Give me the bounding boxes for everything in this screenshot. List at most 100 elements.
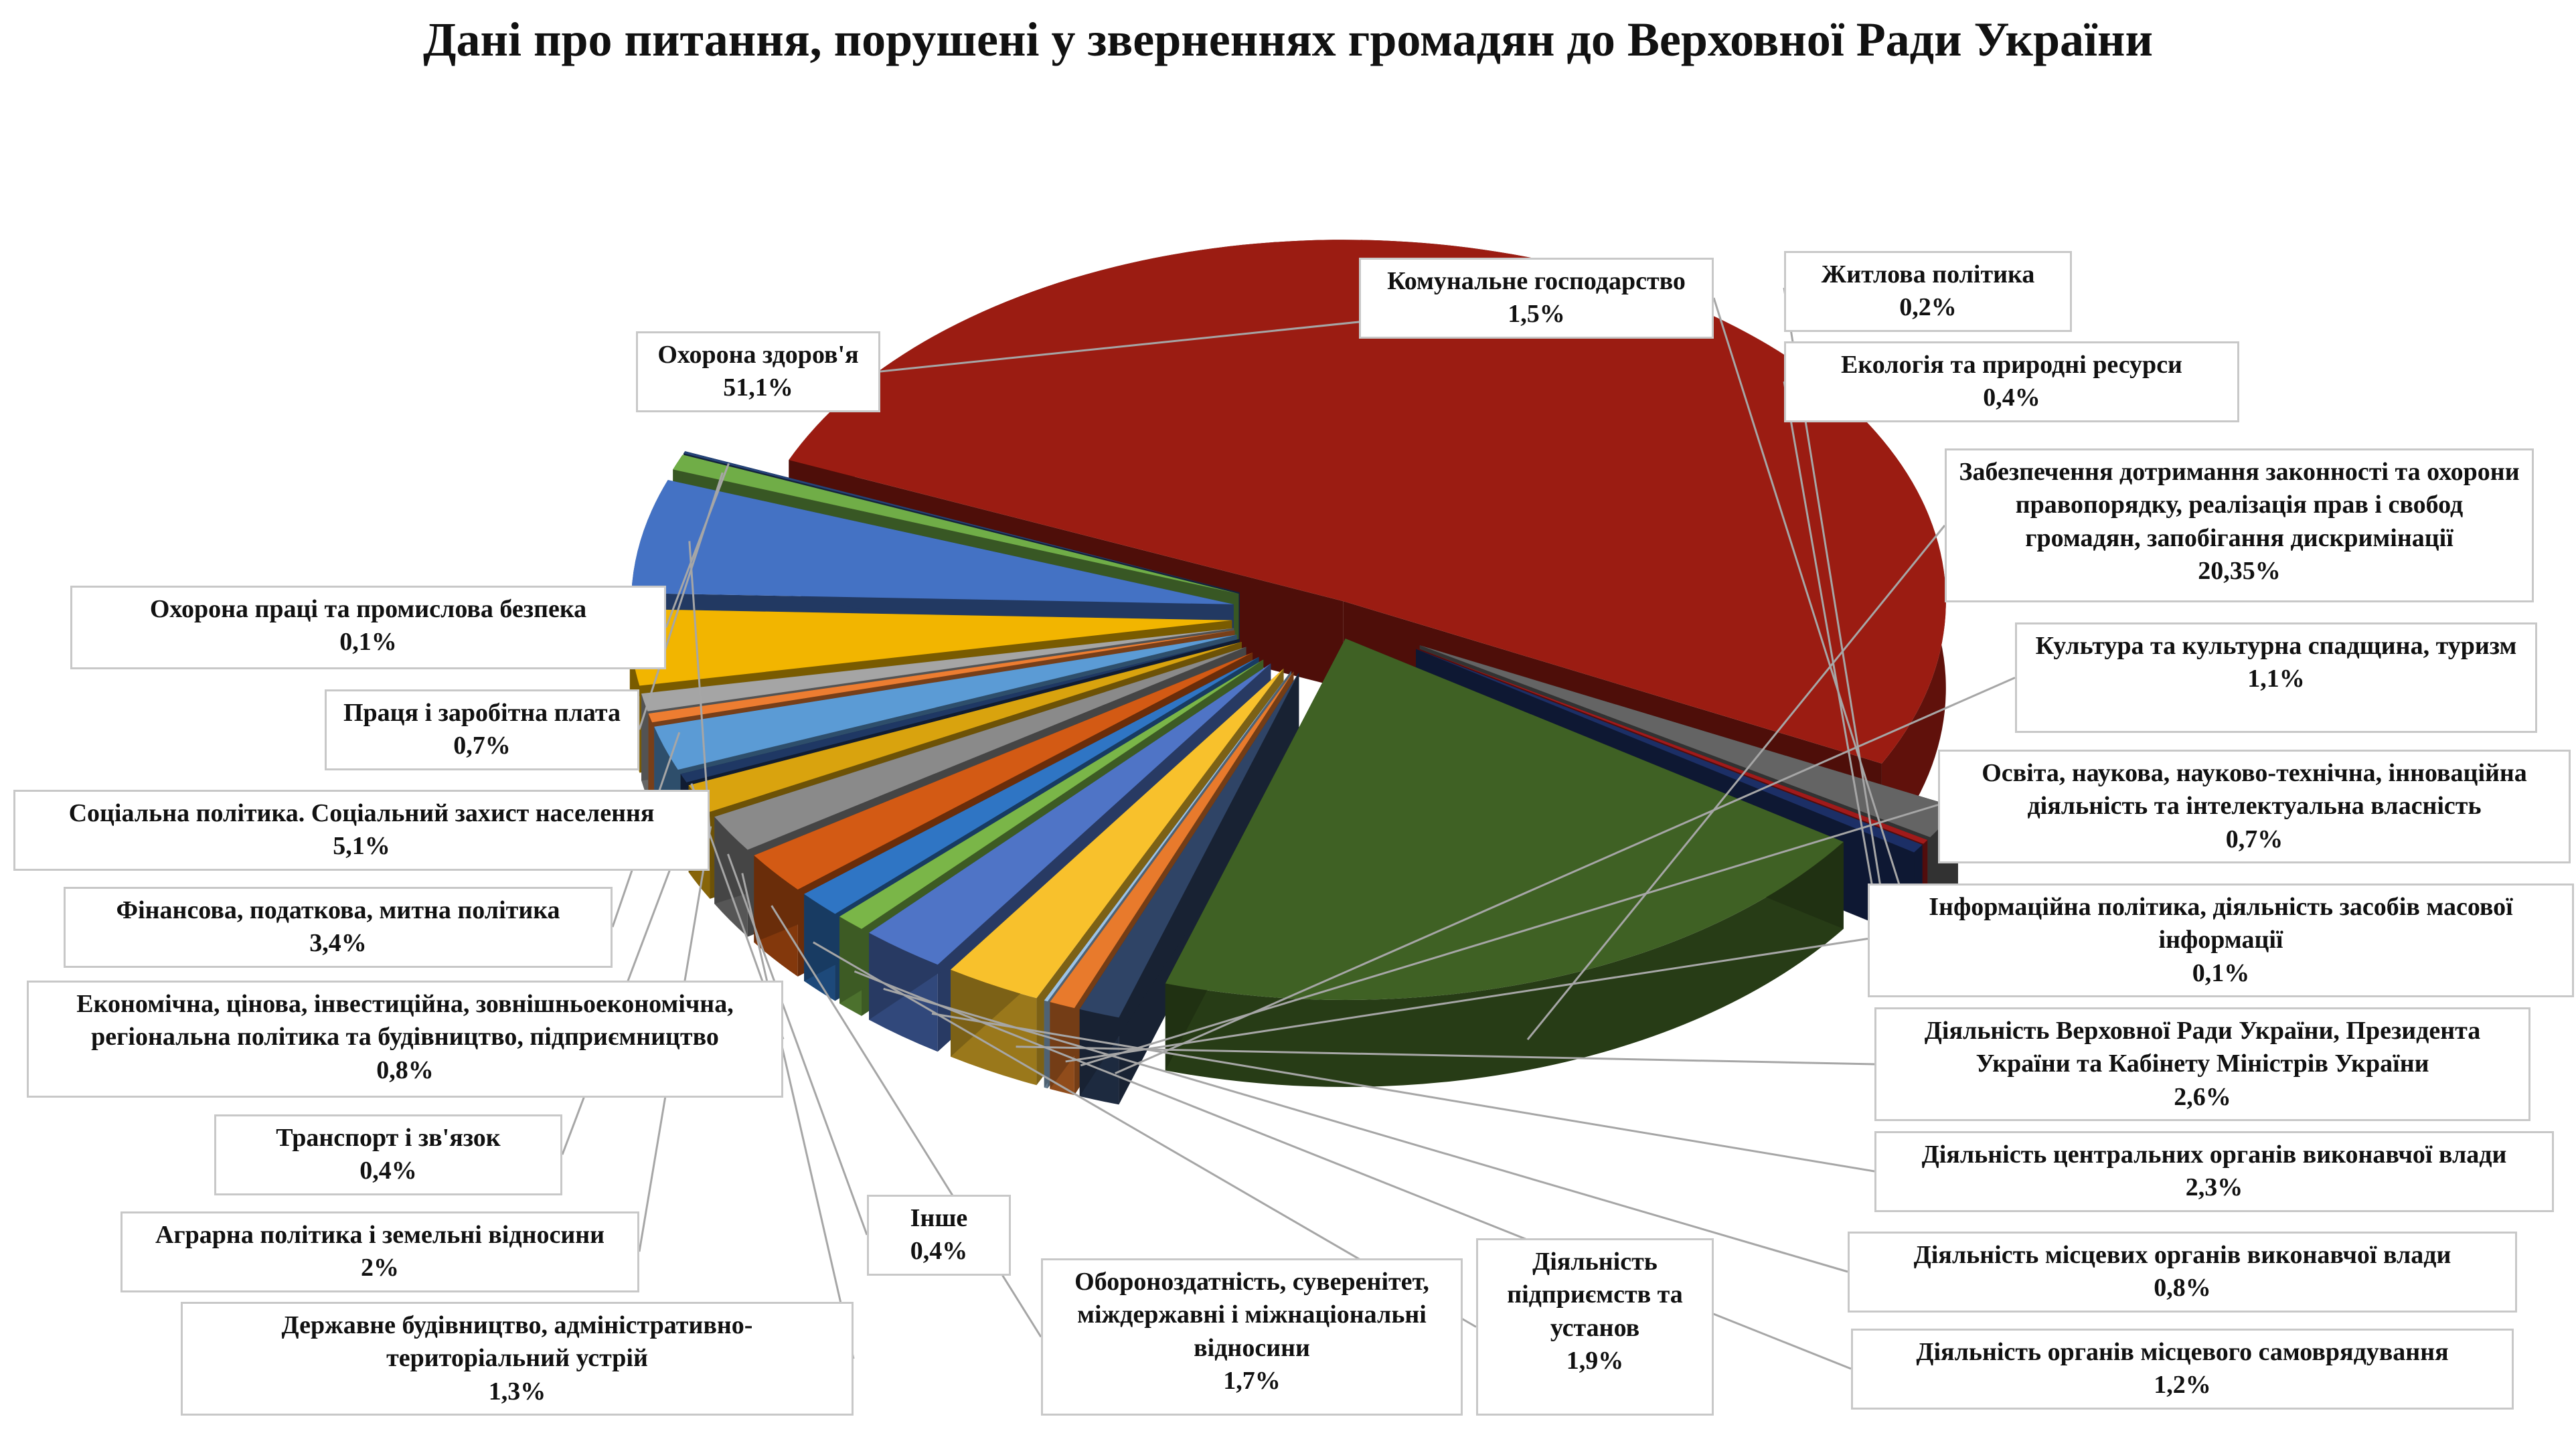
slice-label-value: 1,9% xyxy=(1566,1347,1624,1375)
slice-13 xyxy=(714,647,1246,850)
slice-label-16: Аграрна політика і земельні відносини 2% xyxy=(120,1211,639,1292)
slice-label-name: Аграрна політика і земельні відносини xyxy=(155,1221,605,1249)
slice-label-value: 0,2% xyxy=(1899,293,1957,322)
slice-6 xyxy=(1050,671,1294,1009)
slice-label-4: Забезпечення дотримання законності та ох… xyxy=(1945,448,2534,602)
slice-label-value: 0,4% xyxy=(359,1157,417,1185)
slice-21 xyxy=(673,454,1239,594)
slice-label-5: Культура та культурна спадщина, туризм 1,… xyxy=(2015,622,2537,733)
slice-label-name: Соціальна політика. Соціальний захист на… xyxy=(68,799,655,827)
slice-7 xyxy=(1044,671,1291,1002)
slice-8 xyxy=(951,668,1284,999)
slice-label-0: Охорона здоров'я 51,1% xyxy=(636,331,880,412)
leader-line-4 xyxy=(1526,525,1946,1041)
slice-1 xyxy=(1419,645,1958,837)
slice-label-name: Освіта, наукова, науково-технічна, іннов… xyxy=(1982,759,2527,821)
slice-label-value: 2,3% xyxy=(2185,1173,2243,1202)
slice-label-6: Освіта, наукова, науково-технічна, іннов… xyxy=(1938,750,2571,864)
slice-label-value: 0,7% xyxy=(2225,825,2283,853)
slice-label-name: Житлова політика xyxy=(1821,260,2035,288)
chart-title: Дані про питання, порушені у зверненнях … xyxy=(422,13,2154,66)
slice-5 xyxy=(1079,672,1299,1018)
slice-label-15: Інше 0,4% xyxy=(867,1195,1011,1276)
slice-label-value: 1,7% xyxy=(1223,1367,1281,1396)
slice-label-1: Комунальне господарство 1,5% xyxy=(1359,258,1714,339)
slice-label-name: Комунальне господарство xyxy=(1387,267,1686,295)
slice-label-name: Обороноздатність, суверенітет, міждержав… xyxy=(1074,1268,1429,1362)
slice-label-name: Забезпечення дотримання законності та ох… xyxy=(1959,458,2520,552)
slice-label-value: 51,1% xyxy=(723,373,793,402)
slice-2 xyxy=(1417,648,1928,844)
leader-line-3 xyxy=(1783,381,1879,920)
slice-label-name: Діяльність підприємств та установ xyxy=(1507,1248,1683,1342)
slice-label-name: Транспорт і зв'язок xyxy=(276,1124,501,1152)
slice-label-value: 0,8% xyxy=(376,1056,434,1084)
slice-label-value: 1,2% xyxy=(2154,1371,2211,1400)
slice-label-name: Інше xyxy=(910,1204,968,1232)
slice-label-value: 0,7% xyxy=(453,732,511,760)
slice-label-value: 0,8% xyxy=(2154,1274,2211,1302)
slice-label-value: 3,4% xyxy=(309,929,367,958)
slice-label-value: 1,1% xyxy=(2247,665,2305,693)
leader-line-7 xyxy=(1065,938,1868,1063)
slice-label-name: Інформаційна політика, діяльність засобі… xyxy=(1929,893,2513,954)
leader-line-1 xyxy=(1712,297,1904,896)
slice-label-7: Інформаційна політика, діяльність засобі… xyxy=(1868,883,2574,998)
slice-17 xyxy=(648,630,1235,723)
slice-label-3: Екологія та природні ресурси 0,4% xyxy=(1784,341,2239,422)
slice-label-2: Житлова політика 0,2% xyxy=(1784,251,2072,332)
slice-label-value: 2,6% xyxy=(2174,1082,2231,1111)
slice-label-19: Фінансова, податкова, митна політика 3,4% xyxy=(64,887,613,968)
slice-10 xyxy=(839,659,1264,929)
slice-label-13: Обороноздатність, суверенітет, міждержав… xyxy=(1041,1258,1463,1416)
slice-label-value: 0,1% xyxy=(2192,958,2250,987)
leader-line-22 xyxy=(665,462,730,628)
slice-3 xyxy=(1416,649,1923,853)
slice-4 xyxy=(1165,638,1844,1000)
slice-label-9: Діяльність центральних органів виконавчо… xyxy=(1874,1131,2554,1212)
slice-label-name: Діяльність місцевих органів виконавчої в… xyxy=(1913,1241,2451,1269)
leader-line-6 xyxy=(1080,804,1939,1067)
slice-label-21: Праця і заробітна плата 0,7% xyxy=(325,689,639,770)
slice-9 xyxy=(869,663,1271,965)
slice-label-20: Соціальна політика. Соціальний захист на… xyxy=(13,790,710,871)
slice-12 xyxy=(754,652,1253,890)
slice-label-name: Економічна, цінова, інвестиційна, зовніш… xyxy=(76,990,734,1051)
leader-line-20 xyxy=(688,541,711,831)
slice-side-4 xyxy=(1165,841,1844,1087)
leader-line-9 xyxy=(931,1012,1875,1173)
slice-label-name: Діяльність центральних органів виконавчо… xyxy=(1921,1141,2507,1169)
slice-label-value: 2% xyxy=(361,1254,399,1282)
slice-label-18: Економічна, цінова, інвестиційна, зовніш… xyxy=(27,981,783,1098)
slice-14 xyxy=(688,642,1242,812)
slice-label-name: Фінансова, податкова, митна політика xyxy=(116,896,560,924)
slice-label-17: Транспорт і зв'язок 0,4% xyxy=(214,1114,562,1195)
slice-label-value: 0,4% xyxy=(910,1237,968,1266)
leader-line-15 xyxy=(727,853,868,1236)
slice-label-22: Охорона праці та промислова безпека 0,1% xyxy=(70,586,666,669)
slice-label-value: 1,5% xyxy=(1508,300,1565,329)
slice-label-value: 0,4% xyxy=(1983,384,2040,412)
slice-20 xyxy=(631,480,1234,604)
slice-22 xyxy=(683,451,1240,593)
slice-label-name: Охорона здоров'я xyxy=(657,341,859,369)
slice-label-name: Екологія та природні ресурси xyxy=(1841,351,2182,379)
slice-label-10: Діяльність місцевих органів виконавчої в… xyxy=(1848,1232,2517,1313)
slice-label-name: Охорона праці та промислова безпека xyxy=(149,595,587,623)
slice-label-value: 5,1% xyxy=(333,832,390,861)
slice-label-name: Державне будівництво, адміністративно-те… xyxy=(281,1311,753,1373)
slice-label-14: Державне будівництво, адміністративно-те… xyxy=(181,1302,854,1416)
slice-18 xyxy=(641,628,1234,711)
slice-label-name: Діяльність органів місцевого самоврядува… xyxy=(1916,1338,2449,1366)
slice-15 xyxy=(680,639,1240,782)
slice-label-value: 0,1% xyxy=(339,628,397,657)
slice-label-name: Праця і заробітна плата xyxy=(343,699,621,727)
leader-line-14 xyxy=(741,873,855,1359)
leader-line-8 xyxy=(1016,1045,1875,1066)
slice-edge-5-1 xyxy=(1079,672,1299,1096)
slice-0 xyxy=(789,240,1946,764)
slice-label-12: Діяльність підприємств та установ 1,9% xyxy=(1476,1238,1714,1416)
slice-16 xyxy=(654,635,1237,770)
slice-19 xyxy=(629,608,1232,686)
